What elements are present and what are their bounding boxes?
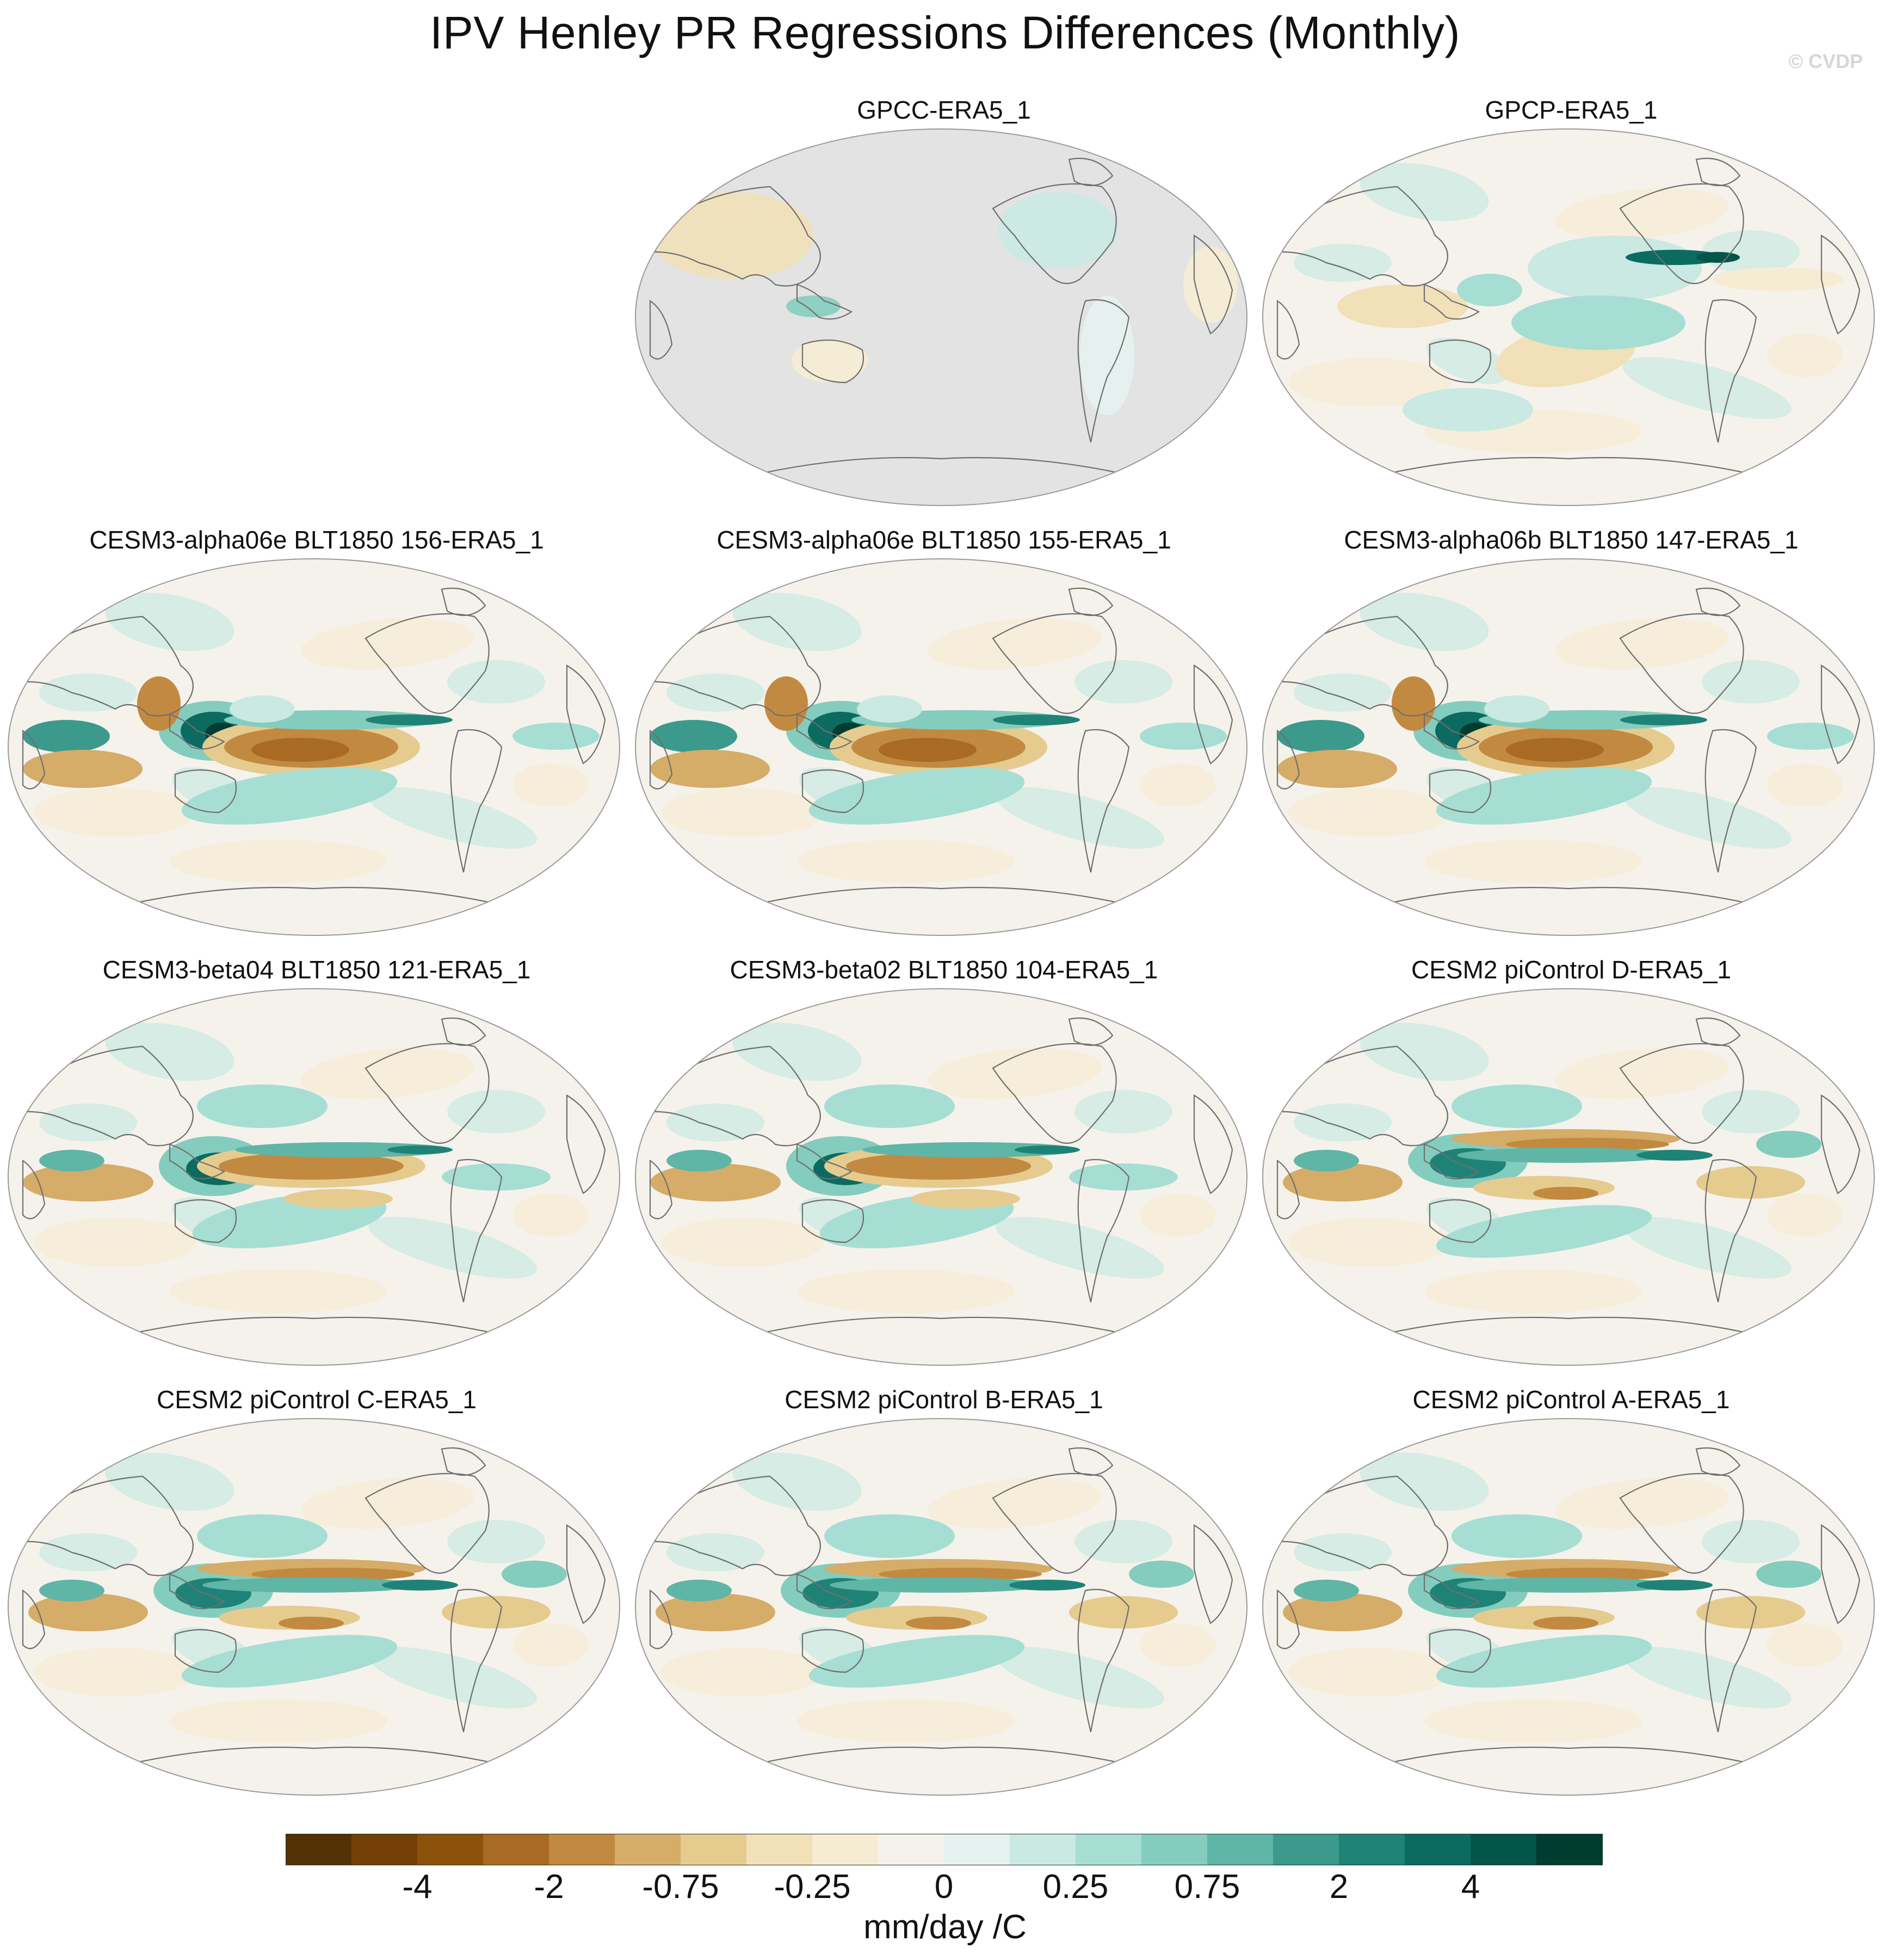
map-panel: GPCC-ERA5_1: [634, 95, 1254, 525]
robinson-map: [1262, 558, 1875, 936]
colorbar-swatch: [549, 1834, 615, 1865]
figure-title: IPV Henley PR Regressions Differences (M…: [429, 7, 1461, 58]
panel-title: CESM3-alpha06b BLT1850 147-ERA5_1: [1344, 526, 1799, 554]
robinson-map: [635, 988, 1247, 1366]
colorbar-swatch: [1536, 1834, 1603, 1865]
colorbar-swatch: [1010, 1834, 1076, 1865]
robinson-map: [8, 558, 620, 936]
robinson-map: [635, 128, 1247, 506]
colorbar-swatch: [615, 1834, 681, 1865]
colorbar-swatch: [1076, 1834, 1142, 1865]
map-panel: CESM3-alpha06e BLT1850 156-ERA5_1: [7, 525, 627, 955]
robinson-map: [8, 988, 620, 1366]
colorbar-units: mm/day /C: [863, 1908, 1027, 1946]
map-panel: CESM3-beta04 BLT1850 121-ERA5_1: [7, 955, 627, 1385]
colorbar-tick-label: 4: [1461, 1868, 1480, 1906]
panel-title: GPCC-ERA5_1: [857, 96, 1031, 124]
map-panel: CESM2 piControl D-ERA5_1: [1261, 955, 1881, 1385]
panel-title: GPCP-ERA5_1: [1485, 96, 1658, 124]
colorbar-frame: [286, 1834, 1602, 1865]
colorbar-swatch: [1141, 1834, 1208, 1865]
colorbar-tick-label: -2: [534, 1868, 564, 1906]
colorbar-swatch: [351, 1834, 418, 1865]
colorbar: [286, 1834, 1603, 1865]
colorbar-swatch: [1339, 1834, 1405, 1865]
colorbar-tick-label: 0.25: [1042, 1868, 1109, 1906]
panel-title: CESM2 piControl A-ERA5_1: [1412, 1385, 1730, 1414]
map-panel: CESM2 piControl C-ERA5_1: [7, 1385, 627, 1815]
colorbar-swatch: [417, 1834, 484, 1865]
robinson-map: [1262, 128, 1875, 506]
robinson-map: [1262, 1418, 1875, 1796]
colorbar-swatch: [812, 1834, 879, 1865]
colorbar-swatch: [746, 1834, 813, 1865]
colorbar-swatch: [483, 1834, 549, 1865]
cvdp-credit: © CVDP: [1788, 50, 1863, 72]
colorbar-swatch: [1273, 1834, 1339, 1865]
panel-title: CESM3-alpha06e BLT1850 156-ERA5_1: [89, 526, 544, 554]
colorbar-swatch: [878, 1834, 944, 1865]
colorbar-swatch: [286, 1834, 352, 1865]
robinson-map: [8, 1418, 620, 1796]
colorbar-tick-label: 0.75: [1174, 1868, 1240, 1906]
panel-title: CESM3-beta02 BLT1850 104-ERA5_1: [730, 956, 1158, 984]
colorbar-tick-label: -4: [402, 1868, 433, 1906]
map-panel: CESM3-alpha06e BLT1850 155-ERA5_1: [634, 525, 1254, 955]
colorbar-tick-label: -0.75: [642, 1868, 719, 1906]
colorbar-swatch: [1405, 1834, 1471, 1865]
panel-title: CESM2 piControl C-ERA5_1: [156, 1385, 477, 1414]
robinson-map: [635, 1418, 1247, 1796]
colorbar-tick-label: 0: [934, 1868, 954, 1906]
map-panel: CESM3-beta02 BLT1850 104-ERA5_1: [634, 955, 1254, 1385]
map-panel: GPCP-ERA5_1: [1261, 95, 1881, 525]
colorbar-swatch: [944, 1834, 1010, 1865]
robinson-map: [1262, 988, 1875, 1366]
robinson-map: [635, 558, 1247, 936]
map-panel: CESM2 piControl A-ERA5_1: [1261, 1385, 1881, 1815]
colorbar-swatch: [681, 1834, 747, 1865]
panel-title: CESM3-beta04 BLT1850 121-ERA5_1: [102, 956, 531, 984]
colorbar-tick-label: 2: [1329, 1868, 1349, 1906]
colorbar-tick-label: -0.25: [774, 1868, 851, 1906]
colorbar-swatch: [1471, 1834, 1537, 1865]
map-panel: CESM2 piControl B-ERA5_1: [634, 1385, 1254, 1815]
colorbar-swatch: [1207, 1834, 1274, 1865]
panel-title: CESM2 piControl D-ERA5_1: [1411, 956, 1731, 984]
map-panel: CESM3-alpha06b BLT1850 147-ERA5_1: [1261, 525, 1881, 955]
panel-title: CESM2 piControl B-ERA5_1: [785, 1385, 1103, 1414]
panel-title: CESM3-alpha06e BLT1850 155-ERA5_1: [717, 526, 1171, 554]
